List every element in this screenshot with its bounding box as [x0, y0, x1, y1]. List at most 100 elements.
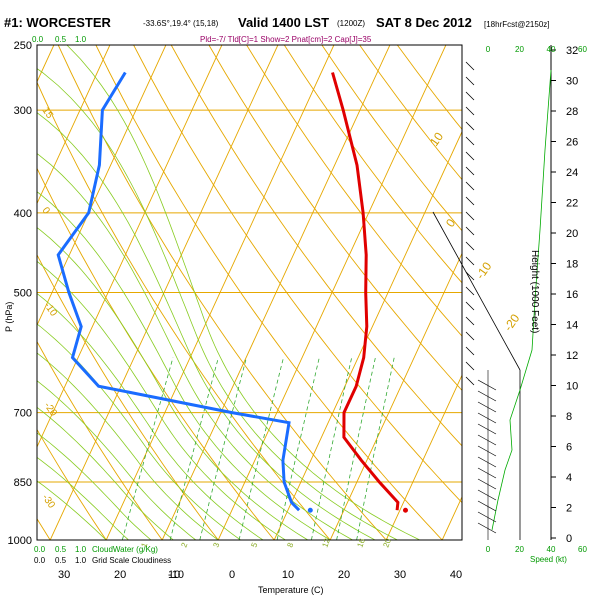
wind-barb	[465, 226, 475, 236]
dry-adiabat	[37, 253, 219, 540]
wind-barb	[465, 121, 475, 131]
title-fcst: [18hrFcst@2150z]	[484, 20, 549, 29]
theta-label-3: -20	[42, 400, 60, 419]
theta-label-2: -10	[42, 300, 60, 319]
left-x-tick-10: 10	[168, 569, 180, 581]
wind-barb	[465, 271, 475, 281]
mix-bot-2: 1.0	[75, 545, 87, 554]
isotherm	[273, 130, 462, 540]
wind-barb	[465, 346, 475, 356]
mixing-ratio-label-2: 2	[179, 541, 189, 549]
mixing-ratio-label-8: 8	[285, 541, 295, 549]
temp-tick-0: 0	[229, 569, 235, 581]
mixing-ratio-line	[169, 357, 219, 540]
speed-tick-top-0: 0	[486, 45, 491, 54]
cloud-water-label: CloudWater (g/Kg)	[92, 545, 158, 554]
isotherm-label-3: -20	[501, 311, 523, 334]
pressure-tick-700: 700	[14, 408, 32, 420]
theta-label-1: 0	[40, 205, 52, 216]
speed-tick-bot-20: 20	[515, 545, 524, 554]
height-tick-12: 12	[566, 350, 578, 362]
height-tick-4: 4	[566, 472, 572, 484]
plot-frame	[36, 44, 552, 541]
mixing-ratio-line	[121, 357, 174, 540]
dry-adiabat	[57, 45, 387, 540]
moist-adiabat	[0, 293, 256, 541]
moist-adiabat	[0, 110, 312, 540]
dry-adiabat	[321, 45, 462, 232]
height-tick-10: 10	[566, 381, 578, 393]
wind-barb	[465, 316, 475, 326]
wind-barb	[465, 61, 475, 71]
title-valid: Valid 1400 LST	[238, 15, 329, 30]
height-tick-0: 0	[566, 533, 572, 545]
surface-temp-dot	[402, 507, 408, 513]
dry-adiabat	[283, 45, 462, 284]
dry-adiabat	[37, 81, 331, 540]
speed-tick-bot-60: 60	[578, 545, 587, 554]
pressure-tick-300: 300	[14, 105, 32, 117]
mix-bot-1: 0.5	[55, 545, 67, 554]
mixing-ratio-line	[356, 357, 395, 540]
temp-tick-20: 20	[338, 569, 350, 581]
moist-adiabat	[37, 480, 107, 540]
mixing-ratio-label-1: 1	[139, 541, 149, 549]
isotherm	[37, 45, 167, 327]
plot-area	[0, 45, 462, 541]
mix-top-2: 1.0	[75, 35, 87, 44]
height-tick-30: 30	[566, 76, 578, 88]
height-tick-32: 32	[566, 45, 578, 57]
title-utc: (1200Z)	[337, 19, 365, 28]
wind-barb	[465, 136, 475, 146]
height-tick-8: 8	[566, 411, 572, 423]
mixing-ratio-label-20: 20	[381, 537, 393, 549]
pressure-tick-1000: 1000	[8, 535, 32, 547]
temp-tick--10: -10	[168, 569, 184, 581]
wind-barb	[465, 106, 475, 116]
dry-adiabat	[359, 45, 462, 181]
dry-adiabat	[37, 167, 275, 540]
height-tick-18: 18	[566, 259, 578, 271]
height-tick-2: 2	[566, 503, 572, 515]
height-tick-26: 26	[566, 137, 578, 149]
speed-tick-top-60: 60	[578, 45, 587, 54]
pressure-tick-850: 850	[14, 477, 32, 489]
height-axis-label: Height (1000 Feet)	[529, 250, 540, 333]
mix-top-0: 0.0	[32, 35, 44, 44]
speed-tick-bot-0: 0	[486, 545, 491, 554]
mixing-ratio-line	[238, 357, 284, 540]
wind-barb	[465, 331, 475, 341]
moist-adiabat	[37, 456, 129, 540]
wind-barb	[465, 211, 475, 221]
title-indices: Pld=-7/ Tld[C]=1 Show=2 Pnat[cm]=2 Cap[J…	[200, 35, 372, 44]
wind-barb	[465, 361, 475, 371]
wind-barb-low	[477, 445, 497, 457]
isotherm	[385, 374, 462, 540]
wind-barb-low	[477, 511, 497, 523]
wind-barb	[465, 256, 475, 266]
grid-cloud-label: Grid Scale Cloudiness	[92, 556, 171, 565]
pressure-tick-250: 250	[14, 40, 32, 52]
mixing-ratio-label-5: 5	[249, 541, 259, 549]
wind-barb-low	[477, 478, 497, 490]
height-tick-22: 22	[566, 198, 578, 210]
pressure-tick-400: 400	[14, 208, 32, 220]
mixing-ratio-line	[276, 357, 320, 540]
wind-barb-low	[477, 467, 497, 479]
wind-barb	[465, 181, 475, 191]
grid-cloud-0: 0.0	[34, 556, 46, 565]
isotherm-label-1: 0	[443, 216, 458, 230]
isotherm	[161, 45, 391, 540]
isotherm	[37, 45, 111, 205]
wind-barb-low	[477, 390, 497, 402]
left-x-tick-30: 30	[58, 569, 70, 581]
dry-adiabat	[37, 340, 163, 540]
speed-tick-top-20: 20	[515, 45, 524, 54]
wind-barb	[465, 376, 475, 386]
wind-barb-low	[477, 379, 497, 391]
mixing-ratio-line	[311, 357, 353, 540]
speed-tick-bot-40: 40	[547, 545, 556, 554]
temp-tick-40: 40	[450, 569, 462, 581]
